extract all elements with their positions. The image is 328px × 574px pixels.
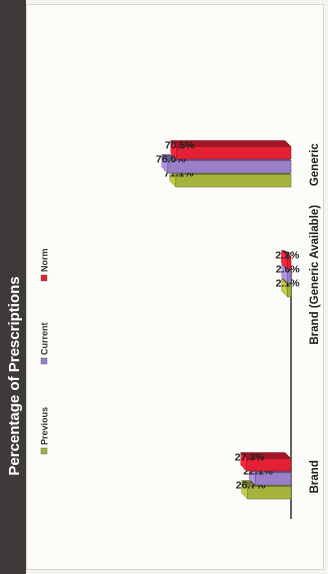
data-label-previous-1: 2.1% (276, 278, 301, 290)
data-label-current-1: 2.0% (276, 264, 301, 276)
bar-norm-1 (287, 256, 292, 270)
category-label-1: Brand (Generic Available) (309, 205, 321, 345)
legend-swatch-norm (40, 274, 48, 282)
legend-label-norm: Norm (40, 248, 50, 272)
bar-previous-0 (247, 486, 292, 500)
bar-current-0 (254, 472, 292, 486)
legend-swatch-previous (40, 447, 48, 455)
bar-current-1 (287, 270, 292, 284)
data-label-norm-1: 2.2% (275, 250, 300, 262)
legend-label-previous: Previous (40, 407, 50, 445)
bar-previous-2 (175, 174, 292, 188)
bar-current-2 (167, 160, 292, 174)
chart-title: Percentage of Prescriptions (6, 276, 23, 475)
bar-norm-2 (176, 146, 292, 160)
data-label-norm-2: 70.5% (165, 140, 195, 152)
bar-norm-0 (246, 458, 292, 472)
category-label-0: Brand (309, 460, 321, 493)
category-label-2: Generic (309, 143, 321, 186)
data-label-norm-0: 27.3% (235, 452, 265, 464)
title-band (0, 0, 26, 574)
legend-label-current: Current (40, 322, 50, 355)
legend-swatch-current (40, 357, 48, 365)
bar-previous-1 (287, 284, 292, 298)
